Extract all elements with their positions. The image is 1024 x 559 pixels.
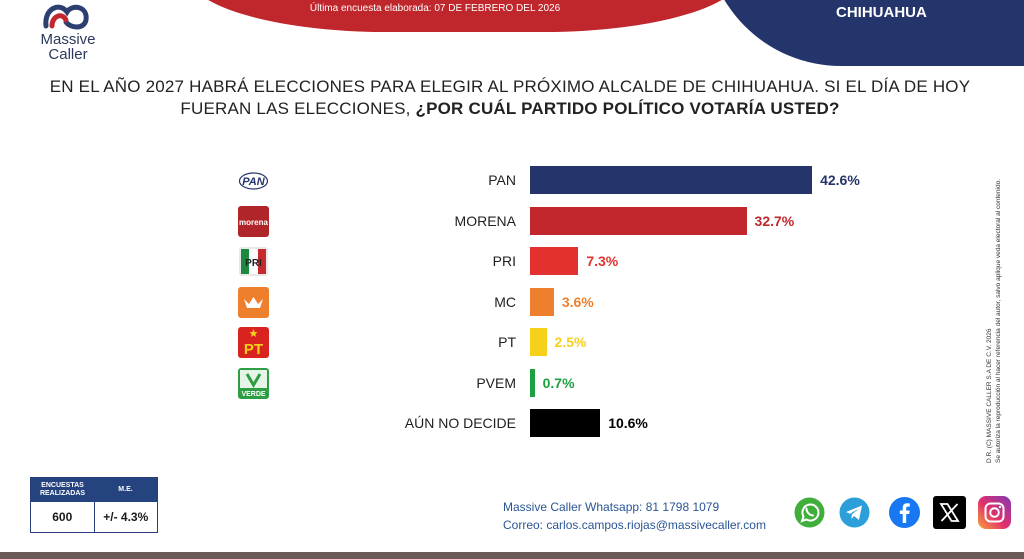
sample-size-value: 600 — [31, 502, 95, 532]
logo-sub-text: Caller — [48, 46, 88, 63]
value-label-pt: 2.5% — [554, 334, 587, 350]
category-label-pri: PRI — [492, 253, 516, 269]
value-label-a-n-no-decide: 10.6% — [608, 415, 648, 431]
region-title: CHIHUAHUA — [836, 4, 927, 21]
bar-morena — [530, 206, 747, 235]
massive-caller-logo: Massive Caller — [28, 0, 108, 66]
email-label: Correo: — [503, 518, 544, 532]
copyright-line-1: D.R. (C) MASSIVE CALLER S.A DE C.V. 2026 — [986, 328, 993, 463]
question-emphasis: ¿POR CUÁL PARTIDO POLÍTICO VOTARÍA USTED… — [415, 99, 840, 118]
sample-table: ENCUESTAS REALIZADAS M.E. 600 +/- 4.3% — [30, 477, 158, 533]
instagram-icon[interactable] — [978, 496, 1011, 529]
svg-text:morena: morena — [239, 218, 268, 227]
value-label-pri: 7.3% — [586, 253, 619, 269]
bar-mc — [530, 287, 554, 316]
massive-caller-logo-mark-icon — [43, 4, 89, 30]
svg-text:PRI: PRI — [245, 258, 262, 269]
facebook-icon[interactable] — [888, 496, 921, 529]
bar-pt — [530, 328, 547, 356]
whatsapp-icon[interactable] — [793, 496, 826, 529]
morena-logo-icon: morena — [238, 205, 269, 237]
pan-logo-icon: PAN — [238, 165, 269, 196]
pri-logo-icon: PRI — [238, 246, 269, 277]
mc-logo-icon — [238, 286, 269, 318]
margin-error-value: +/- 4.3% — [103, 510, 149, 524]
value-label-pvem: 0.7% — [542, 374, 575, 391]
value-label-mc: 3.6% — [561, 293, 594, 310]
whatsapp-label: Massive Caller Whatsapp: — [503, 500, 643, 514]
whatsapp-number[interactable]: 81 1798 1079 — [645, 500, 720, 514]
svg-text:PAN: PAN — [242, 176, 265, 188]
category-label-mc: MC — [494, 293, 516, 310]
category-label-pvem: PVEM — [476, 374, 516, 391]
margin-error-header: M.E. — [118, 486, 133, 493]
vote-intention-chart: PAN 42.6% MORENA 32.7% PRI 7.3% MC 3.6% PT 2.5% PV… — [0, 160, 1024, 450]
email-link[interactable]: carlos.campos.riojas@massivecaller.com — [546, 518, 766, 532]
survey-date-text: Última encuesta elaborada: 07 DE FEBRERO… — [309, 3, 561, 14]
value-label-pan: 42.6% — [820, 172, 860, 188]
copyright-notice: D.R. (C) MASSIVE CALLER S.A DE C.V. 2026… — [985, 78, 1024, 468]
bar-a-n-no-decide — [530, 409, 601, 437]
category-label-morena: MORENA — [454, 212, 516, 229]
bottom-border — [0, 552, 1024, 559]
category-label-a-n-no-decide: AÚN NO DECIDE — [404, 415, 516, 431]
x-icon[interactable] — [933, 496, 966, 529]
contact-info: Massive Caller Whatsapp: 81 1798 1079 Co… — [503, 498, 766, 534]
category-label-pt: PT — [498, 334, 516, 350]
sample-size-header: ENCUESTAS REALIZADAS — [39, 482, 86, 497]
copyright-line-2: Se autoriza la reproducción al hacer ref… — [995, 178, 1002, 463]
svg-text:VERDE: VERDE — [241, 391, 265, 398]
bar-pri — [530, 247, 579, 275]
bar-pan — [530, 166, 813, 194]
category-label-pan: PAN — [488, 172, 516, 188]
value-label-morena: 32.7% — [754, 212, 795, 229]
telegram-icon[interactable] — [838, 496, 871, 529]
question-text: EN EL AÑO 2027 HABRÁ ELECCIONES PARA ELE… — [49, 77, 971, 118]
pt-logo-icon: PT — [238, 327, 269, 358]
logo-name-text: Massive — [40, 31, 96, 48]
pvem-logo-icon: VERDE — [238, 367, 269, 399]
survey-question: EN EL AÑO 2027 HABRÁ ELECCIONES PARA ELE… — [40, 76, 980, 120]
bar-pvem — [530, 368, 535, 397]
svg-text:PT: PT — [244, 341, 263, 358]
